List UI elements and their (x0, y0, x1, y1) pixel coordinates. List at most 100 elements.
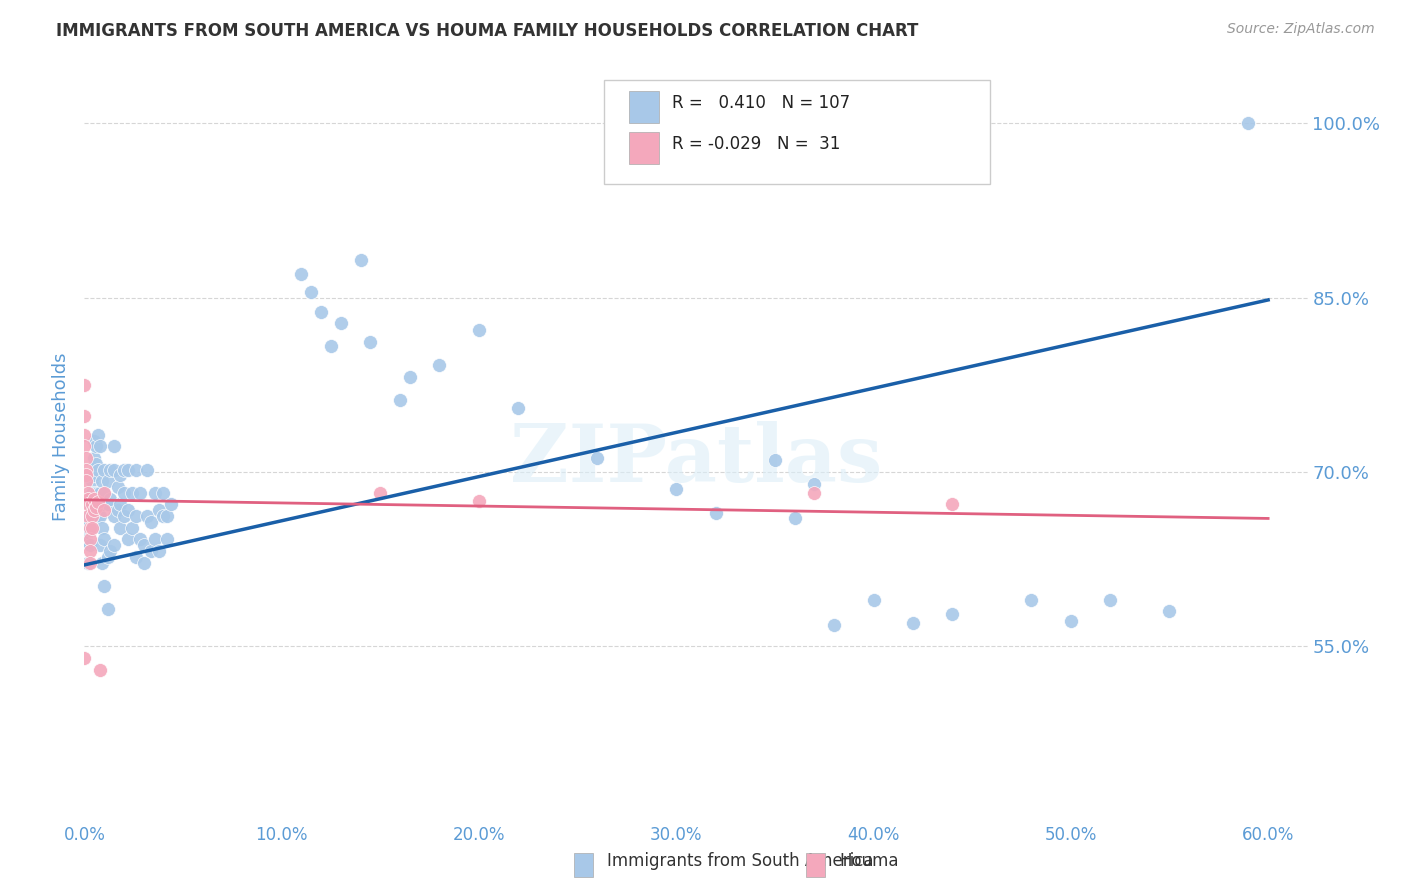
Point (803, 476, 825, 491)
Point (803, 486, 825, 500)
Point (93, 579, 115, 593)
Point (83, 468, 105, 483)
Point (108, 468, 131, 483)
Point (73, 651, 96, 665)
Point (84, 500, 107, 514)
Point (117, 533, 139, 547)
Point (83, 434, 105, 448)
Point (93, 486, 115, 500)
Point (97, 475, 120, 489)
Point (112, 509, 135, 524)
Point (82, 509, 104, 524)
Point (309, 304, 332, 318)
Point (112, 462, 135, 476)
Point (84, 439, 107, 453)
Y-axis label: Family Households: Family Households (52, 353, 70, 521)
Point (399, 369, 422, 384)
Point (665, 483, 688, 497)
Point (132, 538, 155, 552)
Point (75, 534, 97, 549)
Point (79, 498, 101, 512)
Point (290, 268, 312, 282)
Text: Houma: Houma (839, 852, 898, 870)
Point (508, 401, 530, 415)
Point (121, 486, 143, 500)
Point (89, 509, 111, 524)
Point (82, 475, 104, 489)
Point (87, 462, 110, 476)
Point (107, 480, 129, 494)
Point (91, 498, 114, 512)
Point (141, 544, 163, 558)
Point (97, 602, 120, 616)
Point (77, 509, 100, 524)
Point (84, 457, 107, 471)
Point (73, 409, 96, 424)
Point (156, 533, 179, 547)
Point (152, 509, 174, 524)
Point (862, 592, 884, 607)
Point (136, 462, 159, 476)
Point (329, 316, 352, 330)
Point (132, 556, 155, 570)
Point (77, 491, 100, 506)
Point (91, 475, 114, 489)
Point (156, 509, 179, 524)
Point (79, 544, 101, 558)
Point (79, 523, 101, 537)
Point (79, 533, 101, 547)
Point (75, 468, 97, 483)
FancyBboxPatch shape (628, 132, 659, 164)
Point (148, 503, 170, 517)
Point (89, 486, 111, 500)
Point (87, 495, 110, 509)
Point (73, 377, 96, 392)
Point (73, 427, 96, 442)
Point (1060, 614, 1083, 628)
Point (82, 495, 104, 509)
Point (103, 439, 125, 453)
Point (128, 486, 150, 500)
Text: Source: ZipAtlas.com: Source: ZipAtlas.com (1227, 22, 1375, 37)
Point (136, 509, 159, 524)
Point (97, 549, 120, 564)
Point (98, 462, 121, 476)
Text: IMMIGRANTS FROM SOUTH AMERICA VS HOUMA FAMILY HOUSEHOLDS CORRELATION CHART: IMMIGRANTS FROM SOUTH AMERICA VS HOUMA F… (56, 22, 918, 40)
Point (783, 511, 806, 525)
Point (121, 521, 143, 535)
Point (124, 462, 146, 476)
Point (87, 427, 110, 442)
Point (93, 486, 115, 500)
Text: ZIPatlas: ZIPatlas (510, 421, 882, 500)
Point (75, 462, 97, 476)
Point (117, 462, 139, 476)
Point (1099, 592, 1122, 607)
Point (128, 533, 150, 547)
FancyBboxPatch shape (605, 80, 990, 184)
Point (77, 556, 100, 570)
Point (429, 358, 451, 372)
Point (91, 556, 114, 570)
Point (97, 498, 120, 512)
Point (468, 323, 491, 337)
Point (89, 663, 111, 677)
Point (103, 509, 125, 524)
Point (93, 503, 115, 517)
Point (349, 253, 371, 268)
FancyBboxPatch shape (628, 91, 659, 123)
Point (82, 521, 104, 535)
Point (1237, 116, 1260, 130)
Point (87, 486, 110, 500)
Point (112, 486, 135, 500)
Point (89, 538, 111, 552)
Point (75, 475, 97, 489)
Point (83, 503, 105, 517)
Point (77, 514, 100, 528)
Point (79, 521, 101, 535)
Point (124, 509, 146, 524)
Point (75, 450, 97, 465)
Point (319, 339, 342, 353)
Point (89, 439, 111, 453)
Point (93, 462, 115, 476)
Point (823, 618, 845, 632)
